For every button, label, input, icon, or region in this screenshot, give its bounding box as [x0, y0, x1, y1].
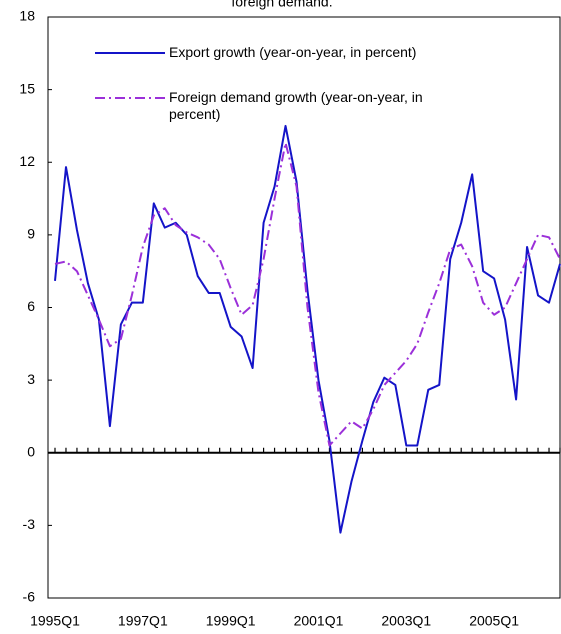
y-tick-label: 6: [27, 298, 35, 314]
series-line: [54, 141, 561, 447]
x-tick-label: 2005Q1: [469, 613, 519, 629]
y-tick-label: -3: [23, 516, 36, 532]
legend-label: Foreign demand growth (year-on-year, in …: [169, 89, 423, 122]
x-tick-label: 1995Q1: [30, 613, 80, 629]
y-tick-label: -6: [23, 589, 36, 605]
series-line: [54, 124, 561, 534]
x-tick-label: 2001Q1: [294, 613, 344, 629]
x-tick-label: 1999Q1: [206, 613, 256, 629]
y-tick-label: 3: [27, 371, 35, 387]
y-tick-label: 15: [19, 80, 35, 96]
x-tick-label: 1997Q1: [118, 613, 168, 629]
legend-entry: Export growth (year-on-year, in percent): [169, 44, 417, 60]
y-tick-label: 9: [27, 226, 35, 242]
y-tick-label: 18: [19, 8, 35, 24]
y-tick-label: 0: [27, 443, 35, 459]
x-tick-label: 2003Q1: [381, 613, 431, 629]
y-tick-label: 12: [19, 153, 35, 169]
legend-entry: Foreign demand growth (year-on-year, in …: [169, 89, 423, 122]
legend-label: Export growth (year-on-year, in percent): [169, 44, 417, 60]
chart-title: foreign demand.: [231, 0, 332, 10]
